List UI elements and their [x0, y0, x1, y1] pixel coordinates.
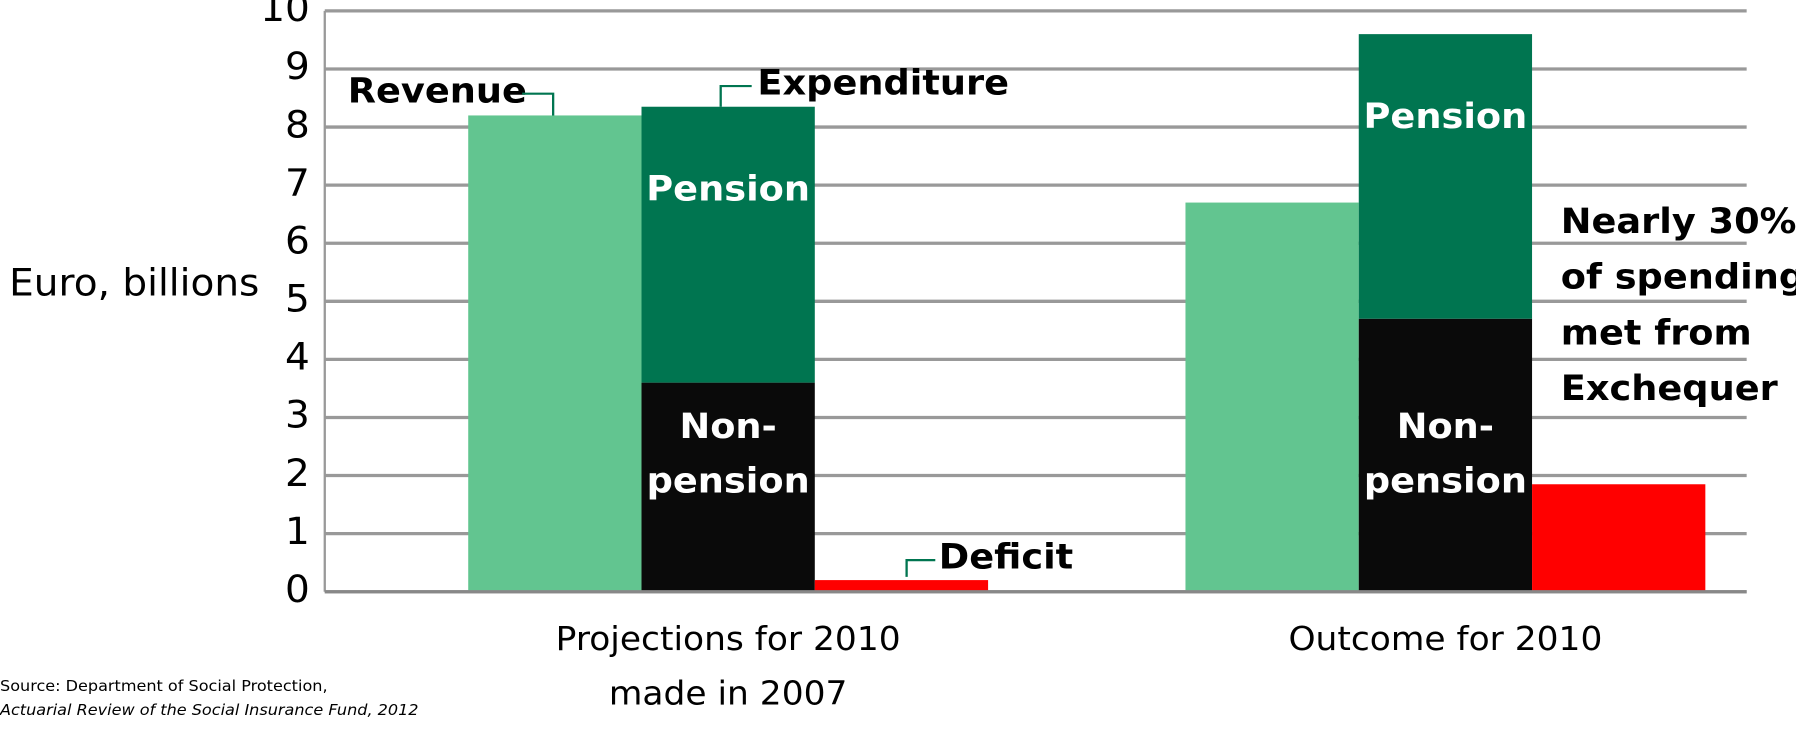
annotation: Nearly 30%: [1561, 202, 1796, 242]
bar-segment: [1358, 34, 1533, 319]
y-tick-label: 3: [285, 394, 310, 437]
bar-segment: [814, 580, 989, 592]
y-tick-label: 2: [285, 452, 310, 495]
y-tick-label: 9: [285, 45, 310, 88]
bar-segment: [1358, 318, 1533, 592]
y-tick-label: 4: [285, 336, 310, 379]
y-tick-label: 0: [285, 568, 310, 611]
y-tick-label: 10: [260, 0, 310, 30]
bar-segment: [468, 115, 642, 592]
x-tick-label: Outcome for 2010: [1288, 620, 1602, 658]
y-tick-label: 5: [285, 277, 310, 320]
segment-label: Pension: [646, 169, 810, 209]
y-tick-label: 7: [285, 161, 310, 204]
segment-label: Pension: [1364, 97, 1528, 137]
segment-label: Non-: [679, 407, 776, 447]
connector: [719, 84, 752, 107]
annotation: of spending: [1561, 258, 1796, 298]
bar-segment: [641, 106, 815, 383]
y-tick-label: 6: [285, 219, 310, 262]
connector: [522, 92, 555, 116]
segment-label: Non-: [1397, 407, 1494, 447]
segment-label: pension: [647, 461, 810, 501]
y-tick-label: 1: [285, 510, 310, 553]
bar-segment: [1532, 484, 1706, 592]
source: Actuarial Review of the Social Insurance…: [0, 700, 419, 719]
bar-segment: [641, 382, 815, 592]
source: Source: Department of Social Protection,: [0, 676, 328, 695]
annotation: Revenue: [348, 71, 527, 111]
segment-label: pension: [1364, 461, 1527, 501]
annotation: Deficit: [939, 538, 1073, 578]
annotation: Expenditure: [757, 64, 1009, 104]
x-tick-label: Projections for 2010: [556, 620, 901, 658]
connector: [905, 559, 936, 577]
x-tick-label: made in 2007: [609, 674, 848, 712]
y-axis-label: Euro, billions: [9, 262, 259, 305]
y-tick-label: 8: [285, 103, 310, 146]
bar-segment: [1185, 202, 1359, 592]
annotation: Exchequer: [1561, 369, 1778, 409]
annotation: met from: [1561, 313, 1752, 353]
